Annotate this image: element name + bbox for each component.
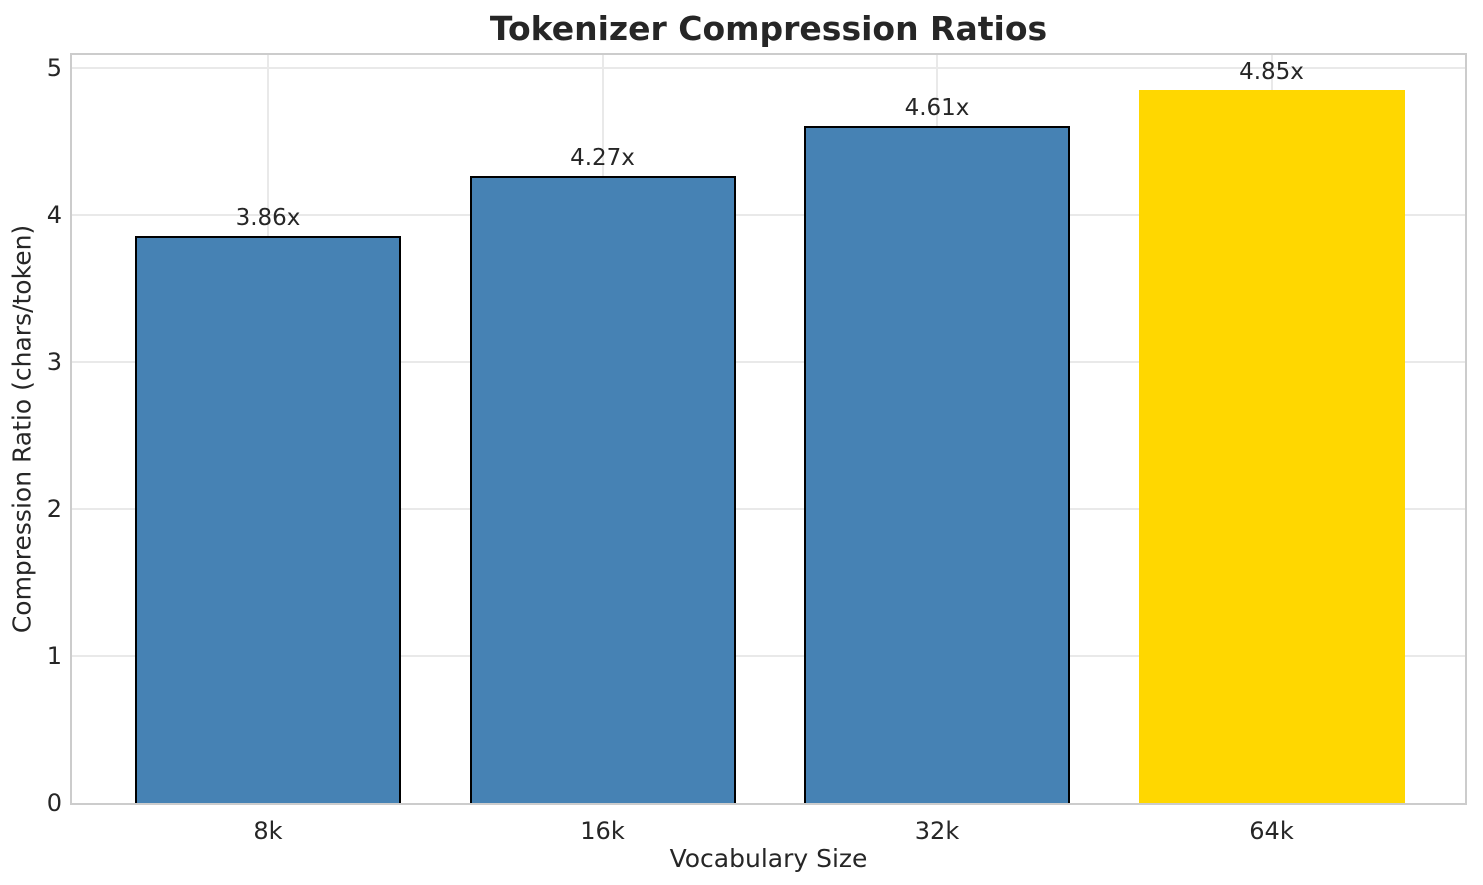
y-tick-label: 5 (46, 54, 62, 83)
gridline-horizontal (72, 655, 1465, 658)
gridline-horizontal (72, 214, 1465, 217)
x-tick-label: 32k (914, 817, 960, 845)
bar (1138, 90, 1405, 803)
bar-value-label: 3.86x (235, 204, 301, 231)
x-tick-label: 16k (580, 817, 625, 845)
gridline-horizontal (72, 67, 1465, 70)
x-tick-label: 64k (1249, 817, 1294, 845)
chart-title: Tokenizer Compression Ratios (489, 9, 1048, 48)
bar-value-label: 4.85x (1239, 59, 1304, 86)
gridline-horizontal (72, 361, 1465, 364)
bar (135, 235, 401, 803)
y-tick-label: 0 (46, 789, 62, 817)
bar (804, 125, 1070, 803)
bar-value-label: 4.61x (904, 94, 970, 121)
bar (469, 175, 736, 803)
y-tick-label: 3 (46, 348, 62, 377)
x-tick-label: 8k (253, 817, 283, 845)
gridline-horizontal (72, 508, 1465, 511)
x-axis-label: Vocabulary Size (669, 844, 868, 873)
plot-area: 3.86x 4.27x 4.61x 4.85x (70, 53, 1467, 805)
y-tick-label: 1 (46, 642, 62, 671)
bar-value-label: 4.27x (570, 144, 635, 171)
y-tick-label: 4 (46, 201, 62, 230)
y-axis-label: Compression Ratio (chars/token) (7, 224, 37, 634)
y-tick-label: 2 (46, 495, 62, 524)
